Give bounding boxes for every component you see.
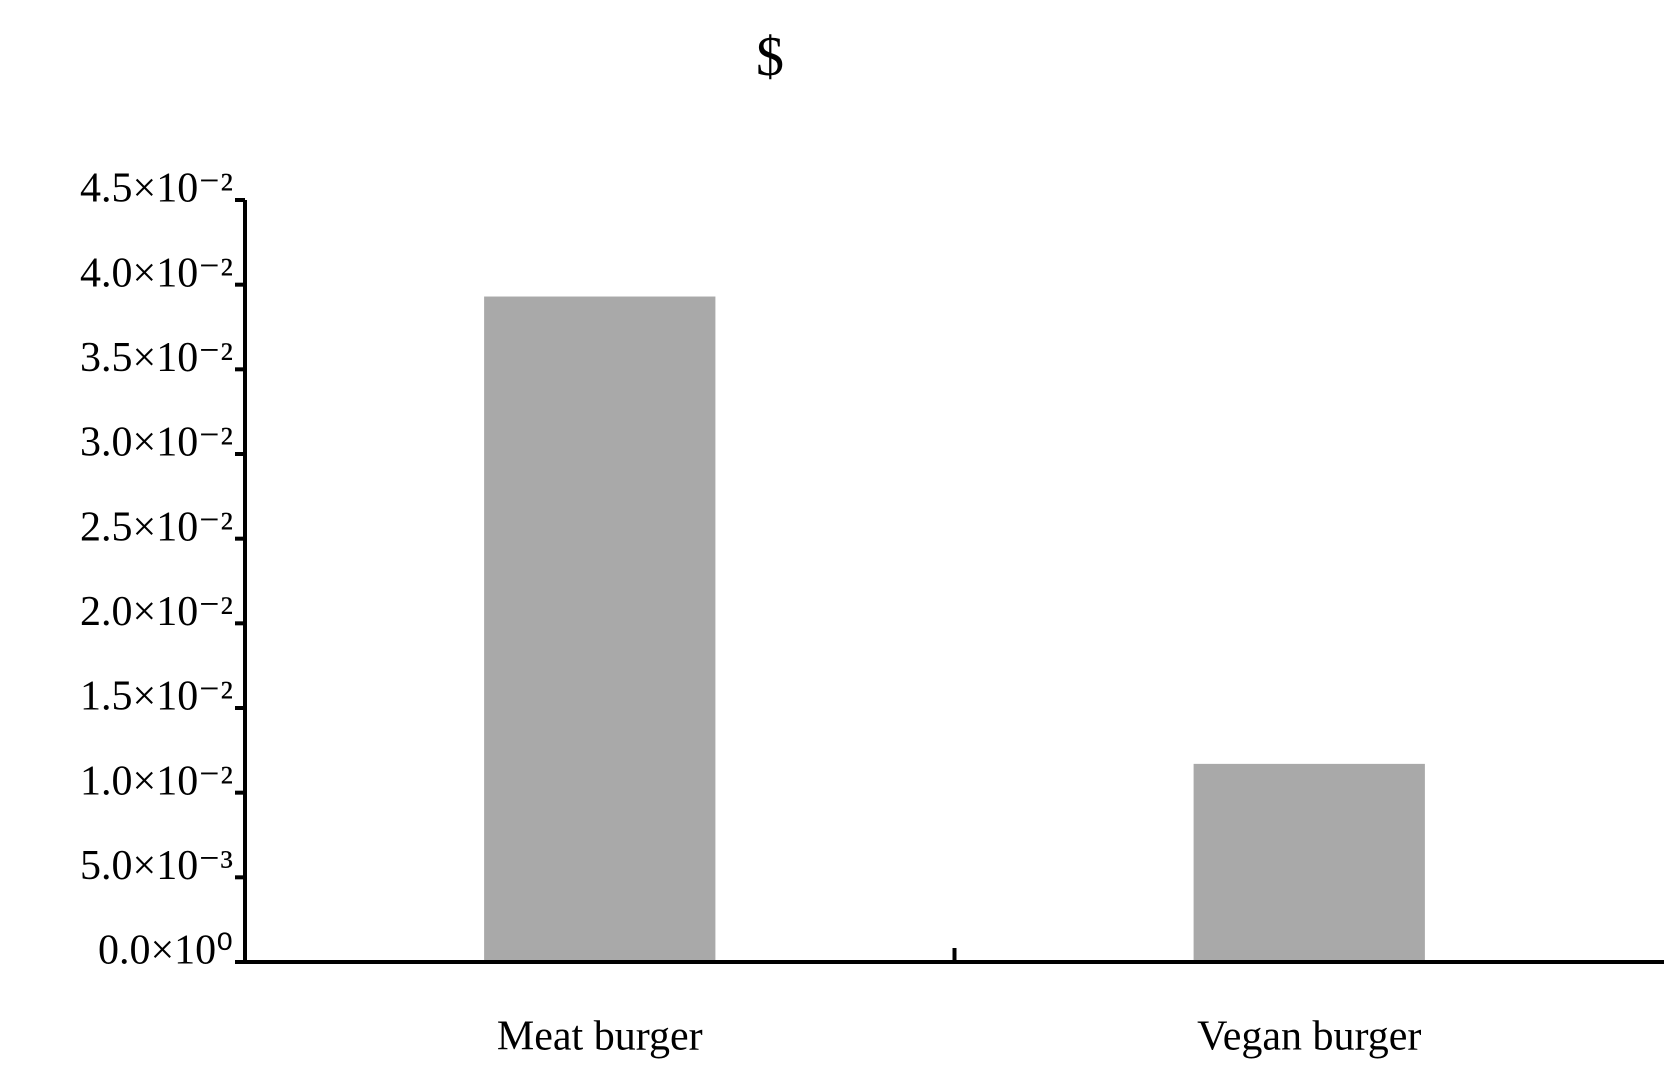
- x-tick-label: Vegan burger: [1197, 1014, 1421, 1060]
- y-tick-label: 5.0×10⁻³: [80, 843, 233, 889]
- y-tick-label: 1.5×10⁻²: [80, 674, 233, 720]
- x-tick-label: Meat burger: [497, 1014, 703, 1060]
- y-tick-label: 3.0×10⁻²: [80, 420, 233, 466]
- y-tick-label: 4.5×10⁻²: [80, 166, 233, 212]
- bar: [1193, 763, 1425, 962]
- y-tick-label: 2.5×10⁻²: [80, 504, 233, 550]
- y-tick-label: 1.0×10⁻²: [80, 758, 233, 804]
- y-tick-label: 0.0×10⁰: [98, 928, 233, 974]
- bar: [484, 296, 716, 962]
- chart-title: $: [756, 26, 784, 88]
- y-tick-label: 3.5×10⁻²: [80, 335, 233, 381]
- y-tick-label: 2.0×10⁻²: [80, 589, 233, 635]
- y-tick-label: 4.0×10⁻²: [80, 250, 233, 296]
